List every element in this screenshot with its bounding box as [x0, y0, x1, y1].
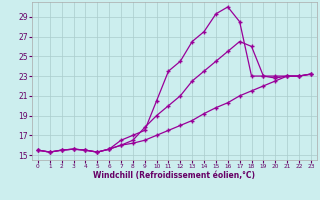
X-axis label: Windchill (Refroidissement éolien,°C): Windchill (Refroidissement éolien,°C)	[93, 171, 255, 180]
